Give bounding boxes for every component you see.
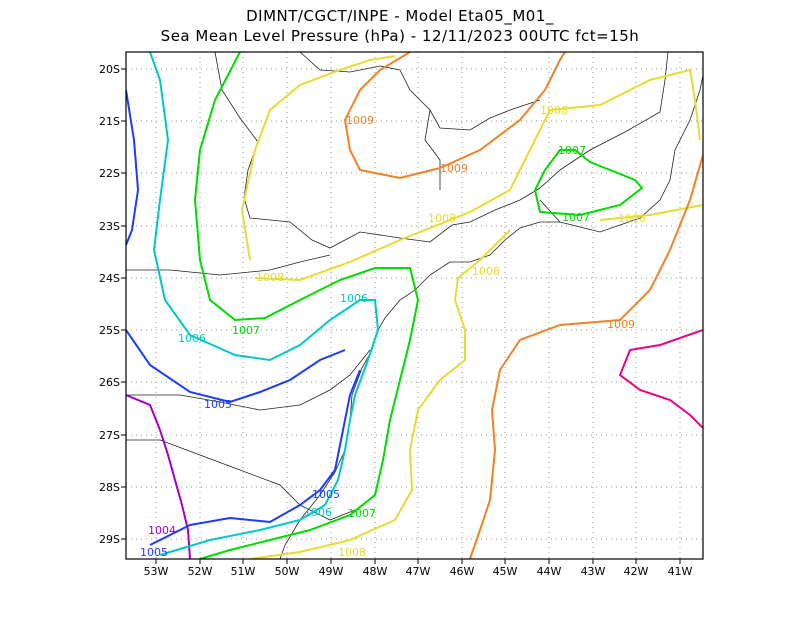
lat-label: 29S [99,533,120,546]
label-1006-b: 1006 [340,292,368,305]
lon-label: 47W [406,565,431,578]
label-1006-c: 1006 [304,506,332,519]
lon-label: 48W [363,565,388,578]
lon-label: 41W [668,565,693,578]
coast-sp [450,221,560,263]
label-1007-d: 1007 [348,507,376,520]
label-1006-a: 1006 [178,332,206,345]
label-1008-d: 1008 [256,271,284,284]
coastline-and-borders [126,52,703,559]
lon-label: 45W [493,565,518,578]
isobar-1008-mid [254,68,701,282]
lon-label: 50W [275,565,300,578]
chart-title-line2: Sea Mean Level Pressure (hPa) - 12/11/20… [160,27,640,45]
contour-labels: 1004 1005 1005 1005 1006 1006 1006 1007 … [140,104,646,559]
lon-label: 51W [231,565,256,578]
label-1007-c: 1007 [562,211,590,224]
isobars [126,52,703,559]
border-sc-rs [126,439,356,521]
isobar-1010 [618,329,703,429]
lon-label: 44W [537,565,562,578]
state-border-north [214,52,669,249]
label-1007-b: 1007 [558,144,586,157]
label-1005-a: 1005 [204,398,232,411]
label-1009-a: 1009 [346,114,374,127]
label-1008-e: 1008 [472,265,500,278]
lat-label: 27S [99,429,120,442]
label-1008-a: 1008 [540,104,568,117]
lon-label: 43W [581,565,606,578]
isobar-1009-south [469,154,703,559]
label-1008-c: 1008 [618,212,646,225]
lat-label: 25S [99,324,120,337]
isobar-1008-north [240,55,396,261]
border-pr-sc [126,349,371,411]
coast-south [279,261,451,559]
lat-label: 28S [99,481,120,494]
label-1008-f: 1008 [338,546,366,559]
lon-label: 49W [319,565,344,578]
lon-label: 53W [144,565,169,578]
border-sp-pr [126,254,331,276]
lat-label: 26S [99,376,120,389]
isobar-1009-north [343,52,566,180]
isobar-1007-main [193,52,420,559]
isobar-1008-east [599,204,703,221]
lon-label: 46W [450,565,475,578]
label-1009-b: 1009 [440,162,468,175]
river-border [424,109,441,190]
lat-label: 23S [99,220,120,233]
label-1005-b: 1005 [312,488,340,501]
lon-axis-labels: 53W 52W 51W 50W 49W 48W 47W 46W 45W 44W … [144,565,693,578]
state-border-mg [299,52,541,131]
plot-frame [125,51,704,560]
tick-marks [121,68,681,564]
lon-label: 52W [188,565,213,578]
lat-label: 24S [99,272,120,285]
label-1008-b: 1008 [428,212,456,225]
isobar-1005-south [149,369,361,546]
label-1009-c: 1009 [607,318,635,331]
label-1007-a: 1007 [232,324,260,337]
chart-title-line1: DIMNT/CGCT/INPE - Model Eta05_M01_ [246,7,554,25]
isobar-1005-west [126,89,140,246]
isobar-1005-mid [126,329,346,404]
label-1005-c: 1005 [140,546,168,559]
lon-label: 42W [624,565,649,578]
lat-axis-labels: 20S 21S 22S 23S 24S 25S 26S 27S 28S 29S [99,63,120,546]
lat-label: 21S [99,115,120,128]
lat-label: 20S [99,63,120,76]
isobar-1008-south [249,229,511,559]
isobar-1007-east [533,149,644,217]
grid-lines [126,52,703,559]
label-1004: 1004 [148,524,176,537]
isobar-1006 [149,52,380,556]
lat-label: 22S [99,167,120,180]
